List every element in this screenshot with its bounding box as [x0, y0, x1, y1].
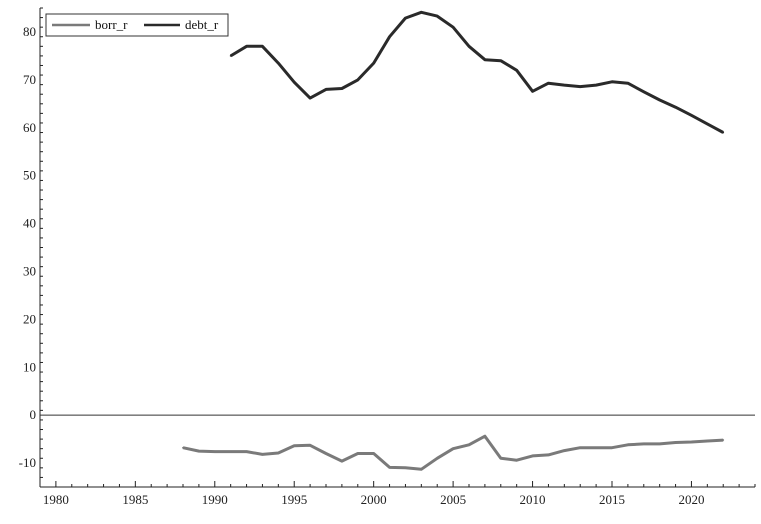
- data-point-borr-r: [722, 439, 725, 441]
- data-point-borr-r: [579, 446, 582, 449]
- data-point-borr-r: [340, 460, 343, 463]
- y-tick-label: 10: [23, 359, 36, 374]
- data-point-debt-r: [388, 35, 391, 38]
- x-tick-label: 1990: [202, 492, 228, 507]
- data-point-borr-r: [468, 443, 470, 446]
- legend-label-debt-r: debt_r: [185, 17, 219, 32]
- data-point-debt-r: [579, 85, 582, 88]
- y-axis: -10 0 10 20 30 40 50 60 70 80: [19, 7, 43, 488]
- x-tick-label: 1985: [122, 492, 148, 507]
- data-point-borr-r: [277, 452, 280, 454]
- data-point-debt-r: [325, 88, 327, 91]
- data-point-debt-r: [626, 82, 629, 85]
- data-point-debt-r: [420, 11, 423, 14]
- data-point-debt-r: [563, 84, 566, 87]
- data-point-borr-r: [436, 457, 439, 460]
- data-point-borr-r: [213, 450, 216, 453]
- data-point-debt-r: [483, 58, 486, 61]
- data-point-debt-r: [245, 45, 248, 48]
- data-point-borr-r: [658, 442, 661, 445]
- data-point-borr-r: [261, 453, 264, 456]
- data-point-borr-r: [674, 441, 677, 444]
- data-point-borr-r: [372, 452, 375, 455]
- data-point-borr-r: [229, 450, 232, 453]
- data-point-debt-r: [340, 87, 343, 90]
- y-tick-label: 80: [23, 24, 36, 39]
- data-point-borr-r: [420, 468, 423, 471]
- legend: borr_r debt_r: [45, 13, 229, 37]
- data-point-debt-r: [722, 131, 725, 134]
- y-tick-label: 40: [23, 216, 36, 231]
- data-point-debt-r: [674, 106, 677, 109]
- data-point-borr-r: [388, 466, 391, 469]
- data-point-borr-r: [626, 443, 629, 446]
- data-point-debt-r: [356, 78, 359, 81]
- data-point-borr-r: [547, 454, 550, 456]
- data-point-borr-r: [309, 444, 312, 447]
- series-layer: [182, 10, 725, 471]
- data-point-borr-r: [182, 446, 184, 449]
- data-point-debt-r: [468, 45, 470, 48]
- x-axis: 1980 1985 1990 1995 2000 2005 2010 2015 2020: [39, 481, 756, 507]
- data-point-debt-r: [277, 62, 280, 64]
- data-point-borr-r: [642, 442, 645, 445]
- y-tick-label: 30: [23, 263, 36, 278]
- x-tick-label: 2015: [599, 492, 625, 507]
- y-tick-label: 60: [23, 120, 36, 135]
- data-point-borr-r: [690, 441, 693, 443]
- data-point-debt-r: [499, 59, 502, 62]
- data-point-debt-r: [531, 90, 534, 93]
- data-point-borr-r: [293, 444, 296, 447]
- y-tick-label: -10: [19, 455, 36, 470]
- data-point-borr-r: [483, 435, 486, 438]
- data-point-debt-r: [372, 62, 375, 64]
- data-point-debt-r: [404, 17, 407, 19]
- data-point-borr-r: [452, 447, 455, 450]
- data-point-borr-r: [531, 454, 534, 457]
- data-point-debt-r: [690, 114, 693, 117]
- series-line-borr-r: [182, 434, 724, 471]
- y-tick-label: 70: [23, 72, 36, 87]
- data-point-borr-r: [245, 450, 248, 453]
- data-point-borr-r: [197, 450, 200, 452]
- y-tick-label: 0: [30, 407, 37, 422]
- data-point-debt-r: [293, 81, 296, 84]
- series-line-debt-r: [229, 10, 724, 134]
- data-point-borr-r: [515, 459, 518, 462]
- data-point-debt-r: [452, 26, 455, 29]
- x-tick-label: 2005: [440, 492, 466, 507]
- data-point-debt-r: [515, 69, 518, 72]
- data-point-debt-r: [309, 97, 312, 99]
- data-point-debt-r: [642, 90, 645, 93]
- data-point-debt-r: [261, 45, 264, 48]
- data-point-borr-r: [595, 446, 598, 449]
- y-tick-label: 20: [23, 311, 36, 326]
- x-tick-label: 1995: [281, 492, 307, 507]
- x-tick-label: 2000: [361, 492, 387, 507]
- data-point-borr-r: [404, 466, 407, 469]
- y-tick-label: 50: [23, 168, 36, 183]
- data-point-debt-r: [706, 123, 709, 125]
- x-tick-label: 2010: [520, 492, 546, 507]
- data-point-debt-r: [229, 55, 232, 57]
- data-point-borr-r: [706, 440, 709, 442]
- x-tick-label: 2020: [678, 492, 704, 507]
- data-point-debt-r: [547, 82, 550, 85]
- data-point-borr-r: [611, 446, 613, 449]
- x-tick-label: 1980: [43, 492, 69, 507]
- data-point-borr-r: [563, 449, 566, 452]
- legend-box: [45, 13, 229, 37]
- data-point-borr-r: [499, 457, 502, 460]
- legend-label-borr-r: borr_r: [95, 17, 128, 32]
- data-point-debt-r: [595, 84, 598, 87]
- data-point-borr-r: [325, 452, 327, 455]
- data-point-borr-r: [356, 452, 359, 455]
- data-point-debt-r: [436, 15, 439, 18]
- data-point-debt-r: [611, 80, 613, 83]
- data-point-debt-r: [658, 99, 661, 101]
